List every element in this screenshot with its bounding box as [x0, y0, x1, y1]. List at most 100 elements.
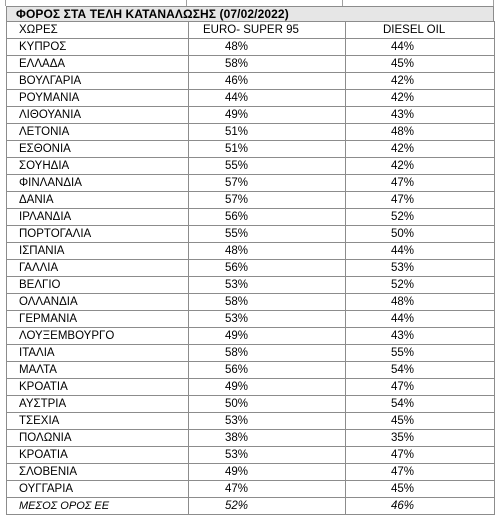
- country-cell: ΦΙΝΛΑΝΔΙΑ: [6, 174, 189, 192]
- diesel-oil-cell: 47%: [345, 463, 495, 481]
- table-row: ΛΟΥΞΕΜΒΟΥΡΓΟ 49% 43%: [6, 327, 495, 345]
- table-body: ΚΥΠΡΟΣ 48% 44% ΕΛΛΑΔΑ 58% 45% ΒΟΥΛΓΑΡΙΑ 46% 42% Ρ…: [6, 38, 495, 498]
- diesel-oil-cell: 50%: [345, 225, 495, 243]
- euro-super-95-cell: 48%: [188, 38, 346, 56]
- table-row: ΙΡΛΑΝΔΙΑ 56% 52%: [6, 208, 495, 226]
- diesel-oil-cell: 35%: [345, 429, 495, 447]
- table-row: ΟΥΓΓΑΡΙΑ 47% 45%: [6, 480, 495, 498]
- euro-super-95-cell: 57%: [188, 174, 346, 192]
- country-cell: ΕΣΘΟΝΙΑ: [6, 140, 189, 158]
- header-row: ΧΩΡΕΣ EURO- SUPER 95 DIESEL OIL: [6, 21, 495, 39]
- excise-tax-table: ΧΩΡΕΣ EURO- SUPER 95 DIESEL OIL ΚΥΠΡΟΣ 48…: [6, 21, 495, 515]
- diesel-oil-cell: 48%: [345, 123, 495, 141]
- eu-average-diesel: 46%: [345, 497, 495, 515]
- euro-super-95-cell: 53%: [188, 412, 346, 430]
- country-cell: ΚΡΟΑΤΙΑ: [6, 378, 189, 396]
- country-cell: ΙΣΠΑΝΙΑ: [6, 242, 189, 260]
- diesel-oil-cell: 53%: [345, 259, 495, 277]
- diesel-oil-cell: 45%: [345, 412, 495, 430]
- country-cell: ΡΟΥΜΑΝΙΑ: [6, 89, 189, 107]
- euro-super-95-cell: 51%: [188, 140, 346, 158]
- diesel-oil-cell: 45%: [345, 480, 495, 498]
- euro-super-95-cell: 56%: [188, 208, 346, 226]
- country-cell: ΟΛΛΑΝΔΙΑ: [6, 293, 189, 311]
- euro-super-95-cell: 38%: [188, 429, 346, 447]
- diesel-oil-cell: 44%: [345, 242, 495, 260]
- euro-super-95-cell: 58%: [188, 344, 346, 362]
- diesel-oil-cell: 47%: [345, 191, 495, 209]
- euro-super-95-cell: 58%: [188, 293, 346, 311]
- table-row: ΚΡΟΑΤΙΑ 49% 47%: [6, 378, 495, 396]
- table-row: ΟΛΛΑΝΔΙΑ 58% 48%: [6, 293, 495, 311]
- diesel-oil-cell: 47%: [345, 378, 495, 396]
- diesel-oil-cell: 54%: [345, 361, 495, 379]
- euro-super-95-cell: 55%: [188, 157, 346, 175]
- diesel-oil-cell: 47%: [345, 174, 495, 192]
- table-row: ΠΟΛΩΝΙΑ 38% 35%: [6, 429, 495, 447]
- table-row: ΙΣΠΑΝΙΑ 48% 44%: [6, 242, 495, 260]
- euro-super-95-cell: 47%: [188, 480, 346, 498]
- diesel-oil-cell: 55%: [345, 344, 495, 362]
- euro-super-95-cell: 46%: [188, 72, 346, 90]
- country-cell: ΒΟΥΛΓΑΡΙΑ: [6, 72, 189, 90]
- table-row: ΣΟΥΗΔΙΑ 55% 42%: [6, 157, 495, 175]
- table-row: ΣΛΟΒΕΝΙΑ 49% 47%: [6, 463, 495, 481]
- euro-super-95-cell: 56%: [188, 259, 346, 277]
- table-row: ΛΙΘΟΥΑΝΙΑ 49% 43%: [6, 106, 495, 124]
- table-row: ΙΤΑΛΙΑ 58% 55%: [6, 344, 495, 362]
- country-cell: ΛΕΤΟΝΙΑ: [6, 123, 189, 141]
- country-cell: ΔΑΝΙΑ: [6, 191, 189, 209]
- diesel-oil-cell: 45%: [345, 55, 495, 73]
- table-row: ΕΛΛΑΔΑ 58% 45%: [6, 55, 495, 73]
- table-row: ΑΥΣΤΡΙΑ 50% 54%: [6, 395, 495, 413]
- euro-super-95-cell: 49%: [188, 327, 346, 345]
- eu-average-euro: 52%: [188, 497, 346, 515]
- diesel-oil-cell: 43%: [345, 327, 495, 345]
- table-row: ΔΑΝΙΑ 57% 47%: [6, 191, 495, 209]
- table-row: ΦΙΝΛΑΝΔΙΑ 57% 47%: [6, 174, 495, 192]
- top-column-strip: [0, 0, 500, 6]
- country-cell: ΛΙΘΟΥΑΝΙΑ: [6, 106, 189, 124]
- table-title: ΦΟΡΟΣ ΣΤΑ ΤΕΛΗ ΚΑΤΑΝΑΛΩΣΗΣ (07/02/2022): [16, 7, 289, 21]
- country-cell: ΙΡΛΑΝΔΙΑ: [6, 208, 189, 226]
- table-row: ΤΣΕΧΙΑ 53% 45%: [6, 412, 495, 430]
- table-row: ΒΕΛΓΙΟ 53% 52%: [6, 276, 495, 294]
- diesel-oil-cell: 47%: [345, 446, 495, 464]
- diesel-oil-cell: 48%: [345, 293, 495, 311]
- eu-average-row: ΜΕΣΟΣ ΟΡΟΣ ΕΕ 52% 46%: [6, 497, 495, 515]
- eu-average-label: ΜΕΣΟΣ ΟΡΟΣ ΕΕ: [6, 497, 189, 515]
- euro-super-95-cell: 53%: [188, 310, 346, 328]
- euro-super-95-cell: 57%: [188, 191, 346, 209]
- diesel-oil-cell: 43%: [345, 106, 495, 124]
- euro-super-95-cell: 49%: [188, 463, 346, 481]
- table-row: ΛΕΤΟΝΙΑ 51% 48%: [6, 123, 495, 141]
- country-cell: ΣΟΥΗΔΙΑ: [6, 157, 189, 175]
- column-header-euro-super-95: EURO- SUPER 95: [188, 21, 346, 39]
- table-row: ΡΟΥΜΑΝΙΑ 44% 42%: [6, 89, 495, 107]
- euro-super-95-cell: 50%: [188, 395, 346, 413]
- table-row: ΚΥΠΡΟΣ 48% 44%: [6, 38, 495, 56]
- country-cell: ΚΡΟΑΤΙΑ: [6, 446, 189, 464]
- column-divider: [5, 0, 6, 6]
- table-row: ΒΟΥΛΓΑΡΙΑ 46% 42%: [6, 72, 495, 90]
- diesel-oil-cell: 42%: [345, 72, 495, 90]
- column-divider: [493, 0, 494, 6]
- column-divider: [186, 0, 187, 6]
- euro-super-95-cell: 49%: [188, 106, 346, 124]
- table-row: ΜΑΛΤΑ 56% 54%: [6, 361, 495, 379]
- column-header-countries: ΧΩΡΕΣ: [6, 21, 189, 39]
- euro-super-95-cell: 49%: [188, 378, 346, 396]
- euro-super-95-cell: 55%: [188, 225, 346, 243]
- country-cell: ΚΥΠΡΟΣ: [6, 38, 189, 56]
- euro-super-95-cell: 53%: [188, 276, 346, 294]
- country-cell: ΣΛΟΒΕΝΙΑ: [6, 463, 189, 481]
- country-cell: ΛΟΥΞΕΜΒΟΥΡΓΟ: [6, 327, 189, 345]
- column-divider: [342, 0, 343, 6]
- country-cell: ΤΣΕΧΙΑ: [6, 412, 189, 430]
- diesel-oil-cell: 54%: [345, 395, 495, 413]
- euro-super-95-cell: 51%: [188, 123, 346, 141]
- column-header-diesel-oil: DIESEL OIL: [345, 21, 495, 39]
- country-cell: ΠΟΛΩΝΙΑ: [6, 429, 189, 447]
- country-cell: ΕΛΛΑΔΑ: [6, 55, 189, 73]
- diesel-oil-cell: 52%: [345, 208, 495, 226]
